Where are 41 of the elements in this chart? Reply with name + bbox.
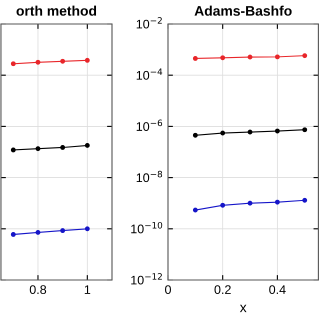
point xyxy=(192,208,198,212)
point xyxy=(248,130,252,135)
point xyxy=(84,226,90,232)
point xyxy=(36,60,40,65)
point xyxy=(274,128,280,134)
point xyxy=(60,228,66,234)
point xyxy=(302,53,308,58)
point xyxy=(84,58,90,63)
point xyxy=(60,58,66,64)
point xyxy=(60,145,66,150)
y-tick-label: 10$^{−6}$ xyxy=(136,120,162,131)
y-tick-label: 10$^{−12}$ xyxy=(131,273,162,285)
point xyxy=(192,132,198,138)
chart-title: Adams-Bashfo xyxy=(194,6,292,16)
point xyxy=(274,200,280,205)
x-tick-label: 0.4 xyxy=(269,285,286,294)
point xyxy=(36,230,40,235)
point xyxy=(10,61,16,66)
point xyxy=(220,202,226,208)
point xyxy=(192,56,198,61)
point xyxy=(302,127,308,132)
chart-title: orth method xyxy=(16,6,96,16)
x-tick-label: 0.8 xyxy=(30,285,46,294)
point xyxy=(274,54,280,60)
point xyxy=(248,200,252,206)
y-tick-label: 10$^{−10}$ xyxy=(131,222,162,234)
point xyxy=(220,130,226,136)
x-tick-label: 0 xyxy=(165,285,171,294)
point xyxy=(84,143,90,148)
y-tick-label: 10$^{−2}$ xyxy=(136,17,162,29)
x-tick-label: 0.2 xyxy=(214,285,231,294)
point xyxy=(302,198,308,203)
point xyxy=(10,148,16,152)
point xyxy=(36,146,40,152)
point xyxy=(220,55,226,60)
point xyxy=(248,54,252,60)
y-tick-label: 10$^{−4}$ xyxy=(136,68,162,80)
x-axis-title: x xyxy=(240,304,247,312)
y-tick-label: 10$^{−8}$ xyxy=(136,170,162,182)
point xyxy=(10,232,16,237)
x-tick-label: 1 xyxy=(84,285,90,294)
